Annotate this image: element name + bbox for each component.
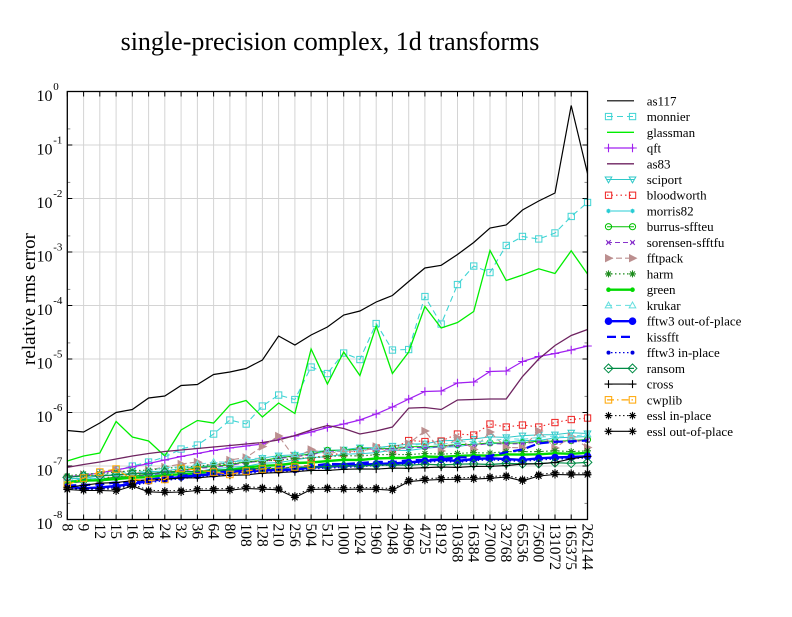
- svg-text:10: 10: [37, 249, 53, 266]
- svg-text:32: 32: [172, 524, 189, 540]
- svg-text:krukar: krukar: [647, 298, 682, 313]
- svg-text:fftw3 in-place: fftw3 in-place: [647, 345, 720, 360]
- svg-text:sciport: sciport: [647, 172, 683, 187]
- svg-text:27000: 27000: [481, 524, 498, 563]
- svg-text:fftpack: fftpack: [647, 251, 684, 266]
- svg-text:as117: as117: [647, 93, 677, 108]
- svg-text:1024: 1024: [351, 524, 368, 555]
- svg-text:131072: 131072: [546, 524, 563, 571]
- svg-text:qft: qft: [647, 141, 662, 156]
- svg-text:4725: 4725: [416, 524, 433, 555]
- svg-text:512: 512: [318, 524, 335, 547]
- svg-text:cwplib: cwplib: [647, 392, 682, 407]
- svg-text:10: 10: [37, 195, 53, 212]
- svg-text:64: 64: [205, 524, 222, 540]
- svg-text:sorensen-sfftfu: sorensen-sfftfu: [647, 235, 725, 250]
- svg-text:single-precision complex, 1d t: single-precision complex, 1d transforms: [121, 27, 540, 56]
- svg-text:green: green: [647, 282, 676, 297]
- svg-text:12: 12: [91, 524, 108, 540]
- svg-text:cross: cross: [647, 377, 674, 392]
- svg-text:-7: -7: [53, 456, 63, 468]
- svg-text:fftw3 out-of-place: fftw3 out-of-place: [647, 314, 742, 329]
- svg-text:relative rms error: relative rms error: [19, 232, 40, 365]
- svg-text:-2: -2: [53, 188, 62, 200]
- svg-text:10: 10: [37, 409, 53, 426]
- svg-text:10: 10: [37, 356, 53, 373]
- svg-text:-4: -4: [53, 295, 63, 307]
- svg-text:ransom: ransom: [647, 361, 685, 376]
- svg-text:10: 10: [37, 463, 53, 480]
- svg-text:75600: 75600: [530, 524, 547, 563]
- svg-text:24: 24: [156, 524, 173, 540]
- svg-text:10368: 10368: [449, 524, 466, 563]
- svg-text:10: 10: [37, 142, 53, 159]
- svg-text:as83: as83: [647, 156, 671, 171]
- svg-text:165375: 165375: [562, 524, 579, 571]
- svg-text:16384: 16384: [465, 524, 482, 563]
- svg-text:10: 10: [37, 88, 53, 105]
- svg-text:-5: -5: [53, 349, 63, 361]
- svg-text:-3: -3: [53, 242, 63, 254]
- svg-text:essl in-place: essl in-place: [647, 408, 712, 423]
- svg-text:1960: 1960: [367, 524, 384, 555]
- svg-text:0: 0: [53, 81, 59, 93]
- svg-text:4096: 4096: [400, 524, 417, 555]
- svg-text:1000: 1000: [335, 524, 352, 555]
- svg-text:210: 210: [270, 524, 287, 548]
- svg-text:-1: -1: [53, 135, 62, 147]
- svg-text:harm: harm: [647, 266, 674, 281]
- svg-text:-8: -8: [53, 509, 63, 521]
- svg-text:9: 9: [75, 524, 92, 532]
- svg-text:kissfft: kissfft: [647, 329, 680, 344]
- svg-text:essl out-of-place: essl out-of-place: [647, 424, 734, 439]
- svg-text:glassman: glassman: [647, 125, 696, 140]
- svg-text:10: 10: [37, 516, 53, 533]
- svg-text:10: 10: [37, 302, 53, 319]
- svg-text:-6: -6: [53, 402, 63, 414]
- svg-text:16: 16: [123, 524, 140, 540]
- svg-text:80: 80: [221, 524, 238, 540]
- svg-text:108: 108: [237, 524, 254, 548]
- svg-text:2048: 2048: [383, 524, 400, 555]
- svg-text:262144: 262144: [579, 524, 596, 571]
- svg-text:18: 18: [140, 524, 157, 540]
- svg-text:8: 8: [58, 524, 75, 532]
- svg-text:8192: 8192: [432, 524, 449, 555]
- svg-text:256: 256: [286, 524, 303, 548]
- svg-text:bloodworth: bloodworth: [647, 188, 707, 203]
- svg-text:monnier: monnier: [647, 109, 691, 124]
- svg-text:128: 128: [253, 524, 270, 548]
- svg-text:burrus-sffteu: burrus-sffteu: [647, 219, 714, 234]
- svg-text:15: 15: [107, 524, 124, 540]
- svg-text:65536: 65536: [514, 524, 531, 563]
- svg-text:36: 36: [188, 524, 205, 540]
- svg-text:32768: 32768: [497, 524, 514, 563]
- svg-text:morris82: morris82: [647, 204, 694, 219]
- svg-text:504: 504: [302, 524, 319, 548]
